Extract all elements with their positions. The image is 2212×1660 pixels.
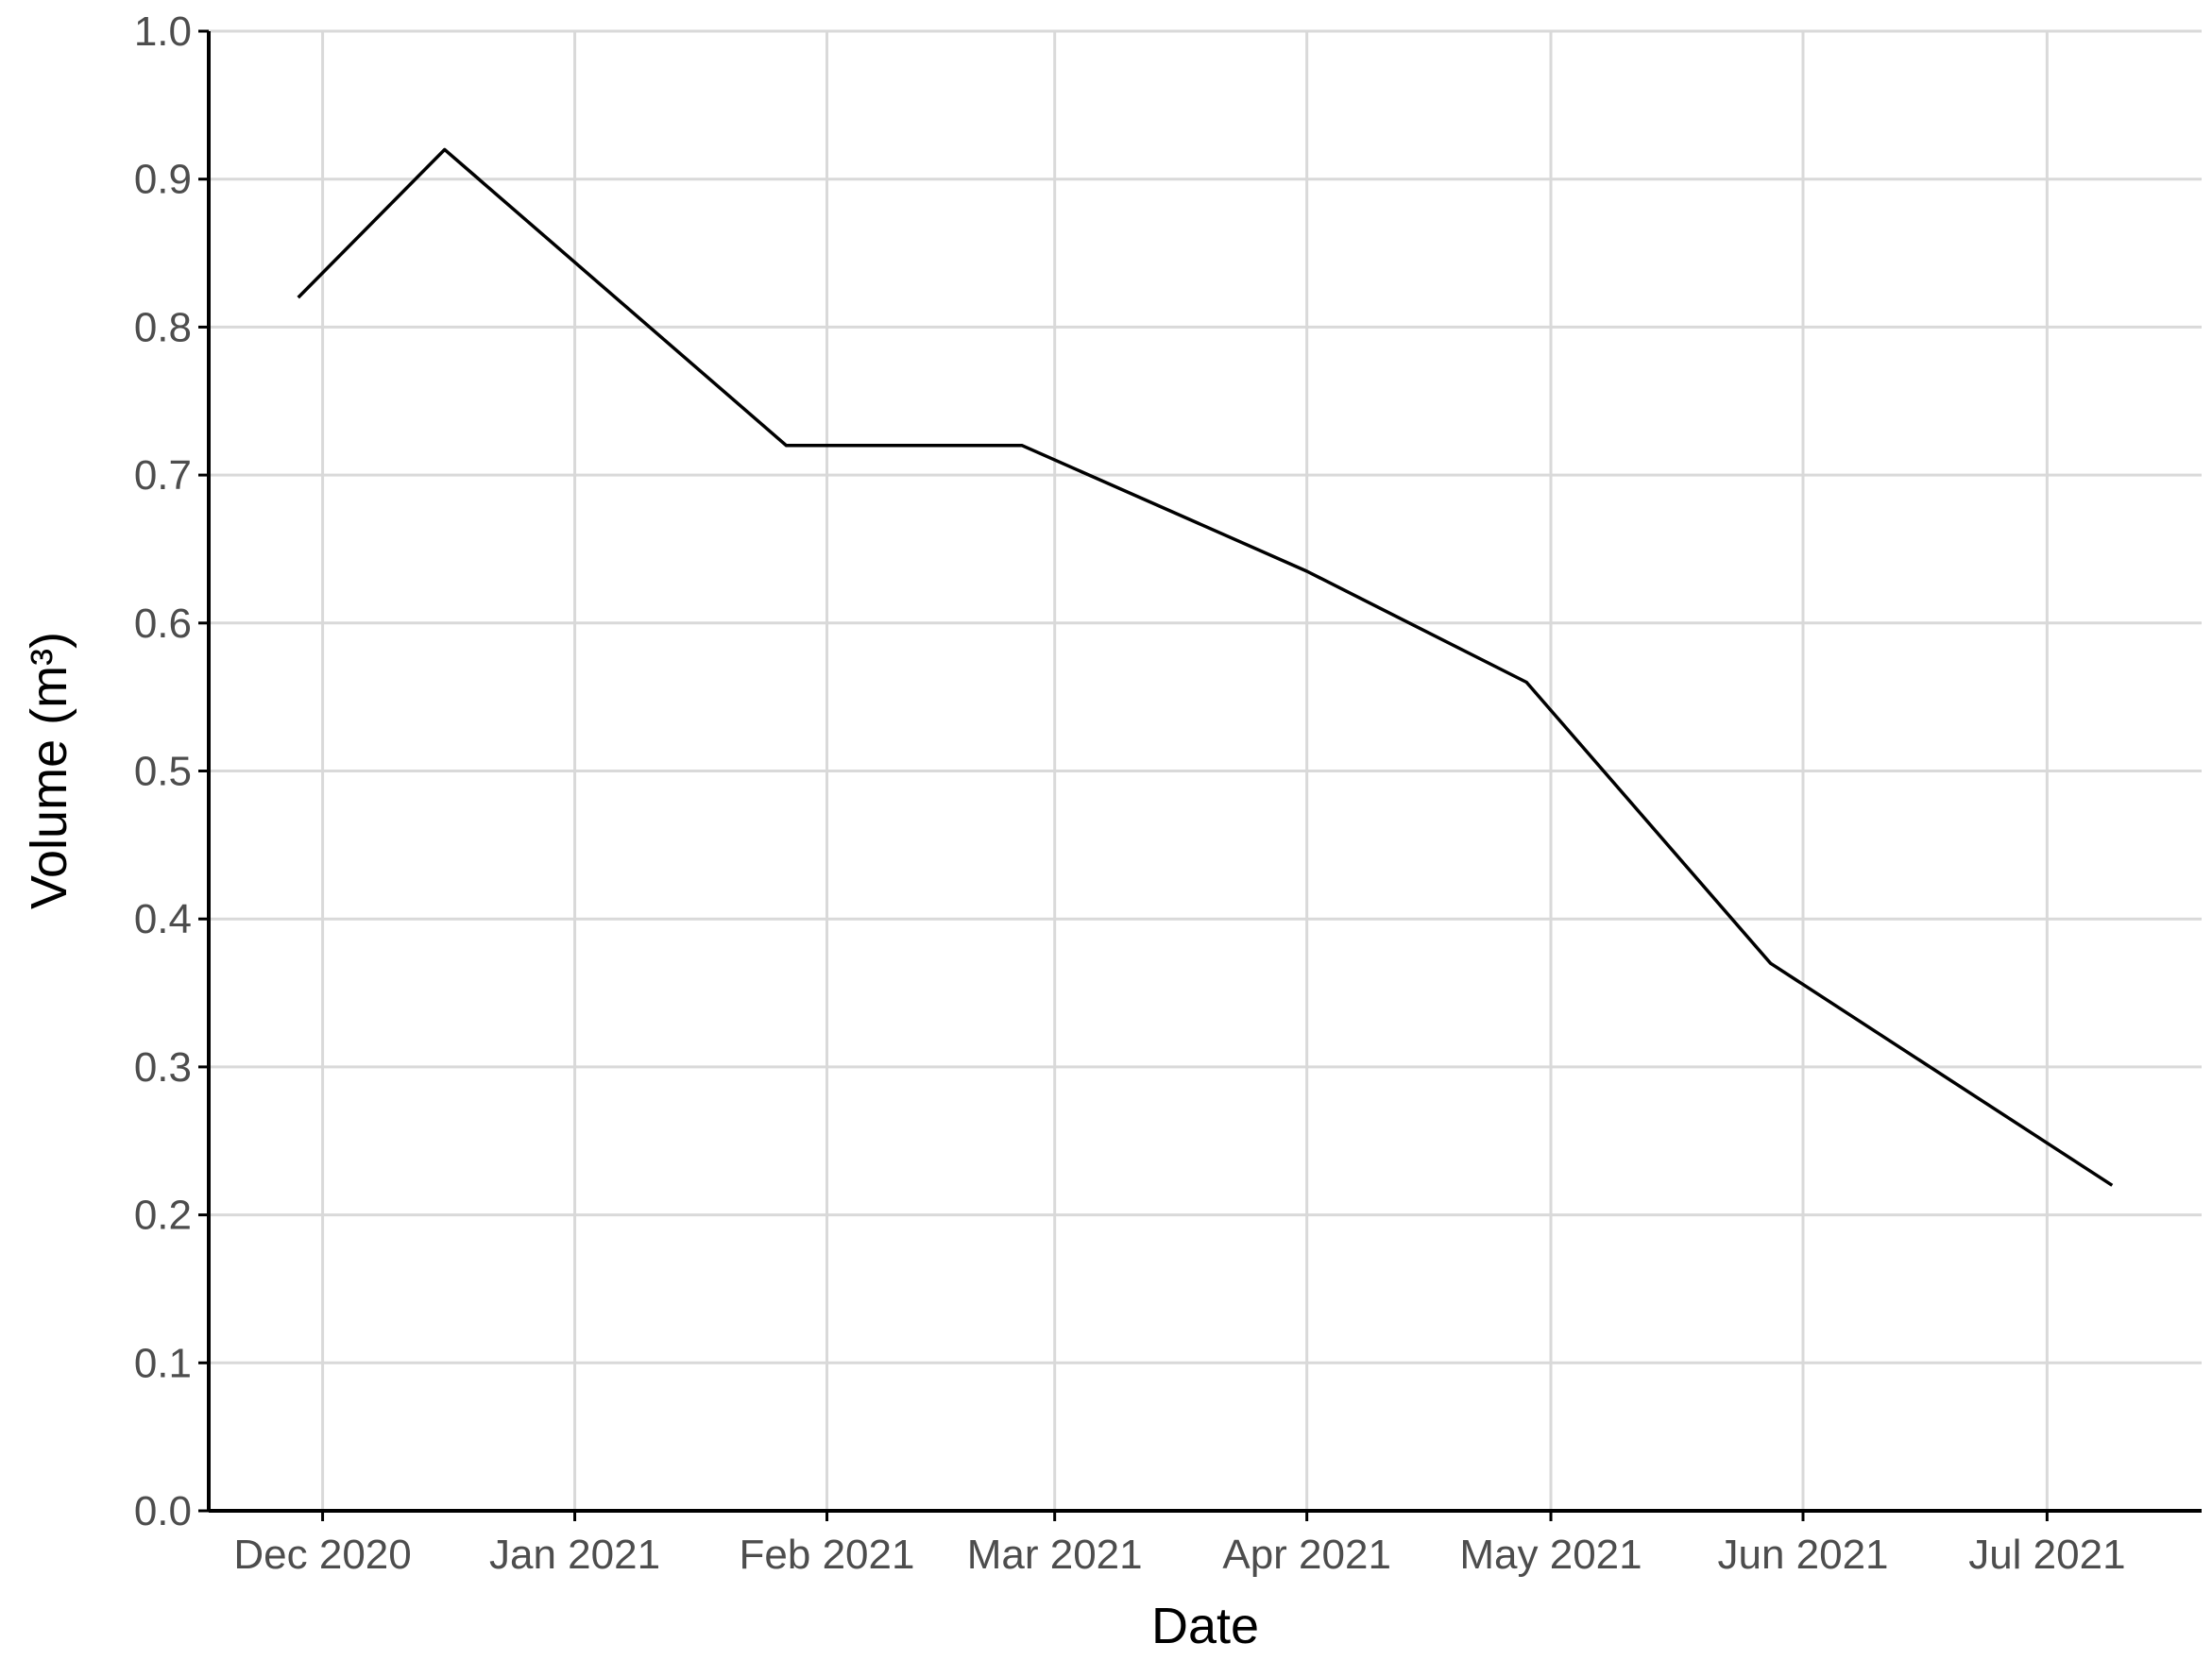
x-tick-label: Dec 2020	[233, 1532, 411, 1578]
x-tick-label: May 2021	[1459, 1532, 1642, 1578]
y-tick-label: 0.2	[134, 1193, 192, 1239]
x-tick-label: Mar 2021	[967, 1532, 1143, 1578]
x-tick-label: Apr 2021	[1222, 1532, 1391, 1578]
y-tick-label: 1.0	[134, 8, 192, 55]
y-tick-label: 0.9	[134, 157, 192, 203]
y-tick-label: 0.7	[134, 452, 192, 499]
x-tick-label: Jan 2021	[489, 1532, 660, 1578]
y-tick-label: 0.8	[134, 304, 192, 350]
y-tick-label: 0.3	[134, 1044, 192, 1091]
y-tick-label: 0.6	[134, 601, 192, 647]
x-axis-title: Date	[1151, 1598, 1259, 1654]
x-tick-label: Jul 2021	[1968, 1532, 2125, 1578]
y-tick-label: 0.0	[134, 1488, 192, 1534]
y-tick-label: 0.4	[134, 896, 192, 942]
x-tick-label: Feb 2021	[740, 1532, 915, 1578]
data-line	[297, 147, 2114, 1187]
y-tick-label: 0.1	[134, 1340, 192, 1386]
y-tick-label: 0.5	[134, 749, 192, 795]
x-tick-label: Jun 2021	[1717, 1532, 1888, 1578]
y-axis-title: Volume (m³)	[21, 632, 77, 909]
